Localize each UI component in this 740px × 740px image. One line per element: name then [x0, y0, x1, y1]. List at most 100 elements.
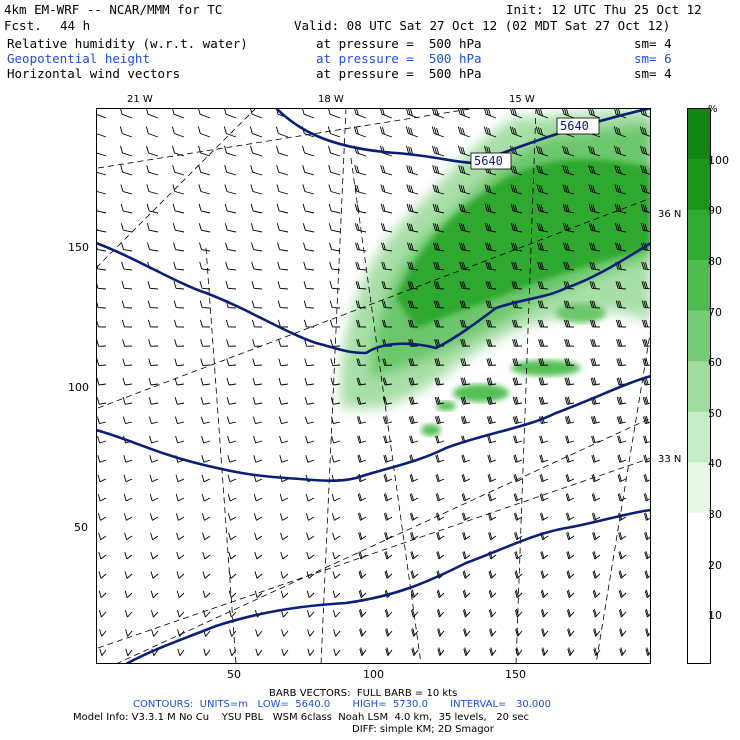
wind-barb	[199, 300, 211, 309]
wind-barb	[408, 377, 419, 386]
wind-barb	[487, 454, 497, 463]
wind-barb	[223, 108, 237, 119]
wind-barb	[122, 377, 133, 386]
wind-barb	[202, 551, 211, 560]
wind-barb	[328, 165, 341, 176]
wind-barb	[303, 242, 315, 252]
wind-barb	[461, 512, 471, 521]
lon-label-15w: 15 W	[509, 94, 535, 105]
wind-barb	[463, 628, 471, 637]
wind-barb	[433, 300, 445, 309]
wind-barb	[281, 648, 289, 656]
wind-barb	[644, 531, 651, 541]
wind-barb	[565, 473, 575, 483]
wind-barb	[381, 300, 393, 309]
wind-barb	[96, 377, 107, 386]
wind-barb	[275, 126, 289, 138]
wind-barb	[305, 493, 315, 502]
wind-barb	[172, 165, 185, 176]
field-height-level: at pressure = 500 hPa	[316, 51, 482, 66]
wind-barb	[410, 589, 419, 599]
wind-barb	[202, 532, 211, 541]
wind-barb	[458, 184, 471, 195]
wind-barb	[433, 242, 445, 252]
wind-barb	[254, 590, 263, 599]
wind-barb	[125, 629, 133, 637]
wind-barb	[252, 416, 263, 425]
wind-barb	[329, 261, 341, 271]
wind-barb	[302, 203, 315, 214]
wind-barb	[434, 377, 445, 386]
wind-barb	[147, 242, 159, 252]
wind-barb	[124, 532, 133, 541]
wind-barb	[173, 300, 185, 309]
wind-barb	[177, 629, 185, 637]
colorbar-label: 100	[708, 154, 729, 167]
field-wind-smooth: sm= 4	[634, 66, 672, 81]
wind-barb	[566, 531, 575, 541]
humidity-shading	[340, 108, 651, 436]
wind-barb	[435, 512, 445, 521]
wind-barb	[120, 184, 133, 195]
wind-barb	[276, 203, 289, 214]
colorbar-label: 30	[708, 508, 722, 521]
wind-barb	[98, 571, 107, 579]
wind-barb	[565, 454, 575, 463]
wind-barb	[120, 203, 133, 214]
wind-barb	[538, 396, 549, 405]
contour-line	[96, 374, 651, 483]
wind-barb	[227, 513, 237, 521]
wind-barb	[385, 628, 393, 637]
wind-barb	[250, 223, 263, 233]
wind-barb	[535, 108, 549, 119]
wind-barb	[355, 319, 367, 328]
wind-barb	[433, 319, 445, 328]
wind-barb	[431, 126, 445, 138]
wind-barb	[280, 532, 289, 541]
wind-barb	[302, 184, 315, 195]
wind-barb	[639, 126, 651, 138]
wind-barb	[565, 435, 575, 444]
wind-barb	[614, 145, 627, 157]
wind-barb	[540, 589, 549, 599]
wind-barb	[460, 377, 471, 386]
wind-barb	[150, 551, 159, 560]
wind-barb	[409, 512, 419, 521]
wind-barb	[332, 590, 341, 599]
wind-barb	[383, 473, 393, 483]
wind-barb	[327, 126, 341, 138]
lat-label-33n: 33 N	[658, 454, 682, 465]
wind-barb	[176, 551, 185, 560]
wind-barb	[97, 513, 107, 521]
wind-barb	[513, 435, 523, 444]
wind-barb	[172, 145, 185, 157]
wind-barb	[278, 377, 289, 386]
wind-barb	[510, 203, 523, 214]
wind-barb	[486, 415, 497, 425]
wind-barb	[174, 377, 185, 386]
wind-barb	[484, 223, 497, 233]
wind-barb	[486, 377, 497, 386]
wind-barb	[563, 300, 575, 309]
wind-barb	[459, 281, 471, 290]
wind-barb	[436, 608, 445, 618]
wind-barb	[96, 300, 107, 309]
wind-barb	[614, 223, 627, 233]
wind-barb	[384, 531, 393, 541]
wind-barb	[276, 165, 289, 176]
model-title: 4km EM-WRF -- NCAR/MMM for TC	[4, 2, 223, 17]
wind-barb	[276, 145, 289, 157]
wind-barb	[332, 532, 341, 541]
forecast-label: Fcst.	[4, 18, 42, 33]
wind-barb	[200, 339, 211, 347]
wind-barb	[459, 242, 471, 252]
wind-barb	[406, 223, 419, 233]
wind-barb	[198, 145, 211, 157]
wind-barb	[124, 609, 133, 618]
wind-barb	[277, 242, 289, 252]
wind-barb	[358, 608, 367, 618]
model-info: Model Info: V3.3.1 M No Cu YSU PBL WSM 6…	[73, 712, 529, 723]
wind-barb	[331, 513, 341, 521]
wind-barb	[357, 454, 367, 463]
x-tick-150: 150	[505, 668, 526, 681]
